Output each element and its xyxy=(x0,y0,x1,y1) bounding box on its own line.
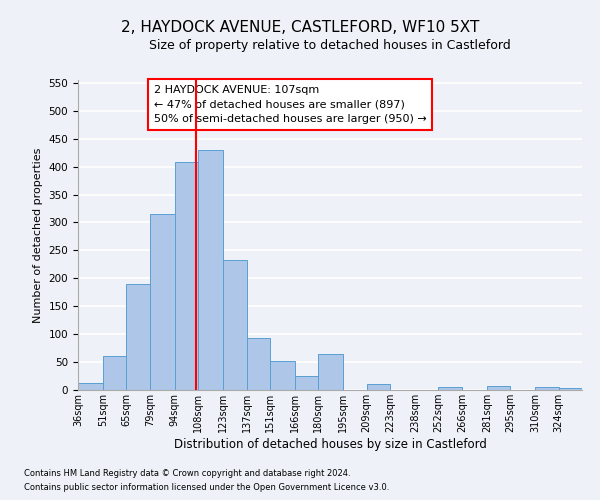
Text: Contains HM Land Registry data © Crown copyright and database right 2024.: Contains HM Land Registry data © Crown c… xyxy=(24,468,350,477)
Bar xyxy=(270,361,295,390)
Bar xyxy=(198,150,223,390)
Bar xyxy=(367,384,390,390)
Bar xyxy=(127,284,150,390)
Bar xyxy=(150,214,175,390)
X-axis label: Distribution of detached houses by size in Castleford: Distribution of detached houses by size … xyxy=(173,438,487,451)
Bar xyxy=(247,338,270,390)
Bar xyxy=(295,376,319,390)
Text: 2, HAYDOCK AVENUE, CASTLEFORD, WF10 5XT: 2, HAYDOCK AVENUE, CASTLEFORD, WF10 5XT xyxy=(121,20,479,35)
Bar xyxy=(319,354,343,390)
Text: Contains public sector information licensed under the Open Government Licence v3: Contains public sector information licen… xyxy=(24,484,389,492)
Bar xyxy=(535,387,559,390)
Bar xyxy=(175,162,198,390)
Bar xyxy=(223,260,247,390)
Title: Size of property relative to detached houses in Castleford: Size of property relative to detached ho… xyxy=(149,40,511,52)
Text: 2 HAYDOCK AVENUE: 107sqm
← 47% of detached houses are smaller (897)
50% of semi-: 2 HAYDOCK AVENUE: 107sqm ← 47% of detach… xyxy=(154,84,427,124)
Bar xyxy=(487,386,510,390)
Y-axis label: Number of detached properties: Number of detached properties xyxy=(33,148,43,322)
Bar xyxy=(103,356,127,390)
Bar xyxy=(78,384,103,390)
Bar xyxy=(559,388,582,390)
Bar xyxy=(439,387,462,390)
